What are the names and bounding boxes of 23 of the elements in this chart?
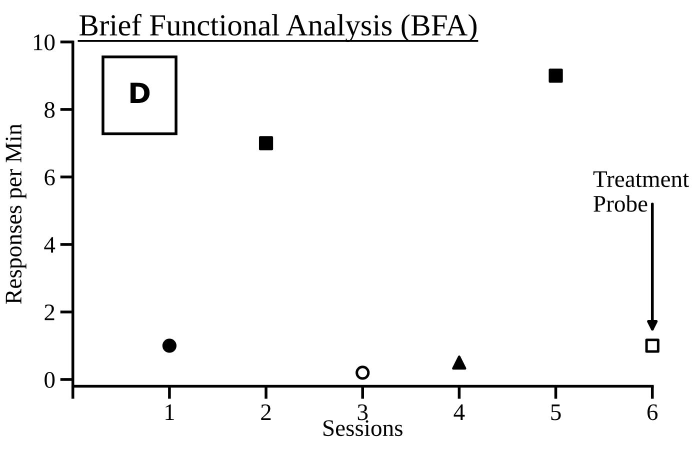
x-tick-label: 2 bbox=[261, 404, 271, 420]
y-tick-label: 8 bbox=[44, 102, 55, 118]
x-tick-label: 4 bbox=[454, 404, 465, 420]
x-tick-label: 1 bbox=[166, 404, 174, 420]
y-axis-title: Responses per Min bbox=[6, 124, 26, 304]
x-axis-title: Sessions bbox=[324, 420, 402, 436]
x-tick-label: 3 bbox=[358, 404, 368, 420]
y-tick-label: 10 bbox=[34, 34, 55, 50]
point bbox=[452, 356, 466, 370]
x-tick-label: 5 bbox=[551, 404, 561, 420]
point bbox=[548, 68, 563, 83]
y-tick-label: 0 bbox=[44, 372, 55, 388]
y-tick-label: 2 bbox=[44, 304, 54, 320]
x-tick-label: 6 bbox=[647, 404, 658, 420]
annotation: Treatment Probe bbox=[593, 171, 690, 212]
point bbox=[258, 136, 274, 150]
chart-title: Brief Functional Analysis (BFA) bbox=[80, 14, 477, 42]
y-tick-label: 6 bbox=[44, 170, 55, 186]
point bbox=[356, 366, 370, 380]
annotation: D bbox=[130, 82, 150, 103]
point bbox=[645, 338, 660, 353]
point bbox=[162, 338, 177, 353]
y-tick-label: 4 bbox=[44, 237, 56, 253]
